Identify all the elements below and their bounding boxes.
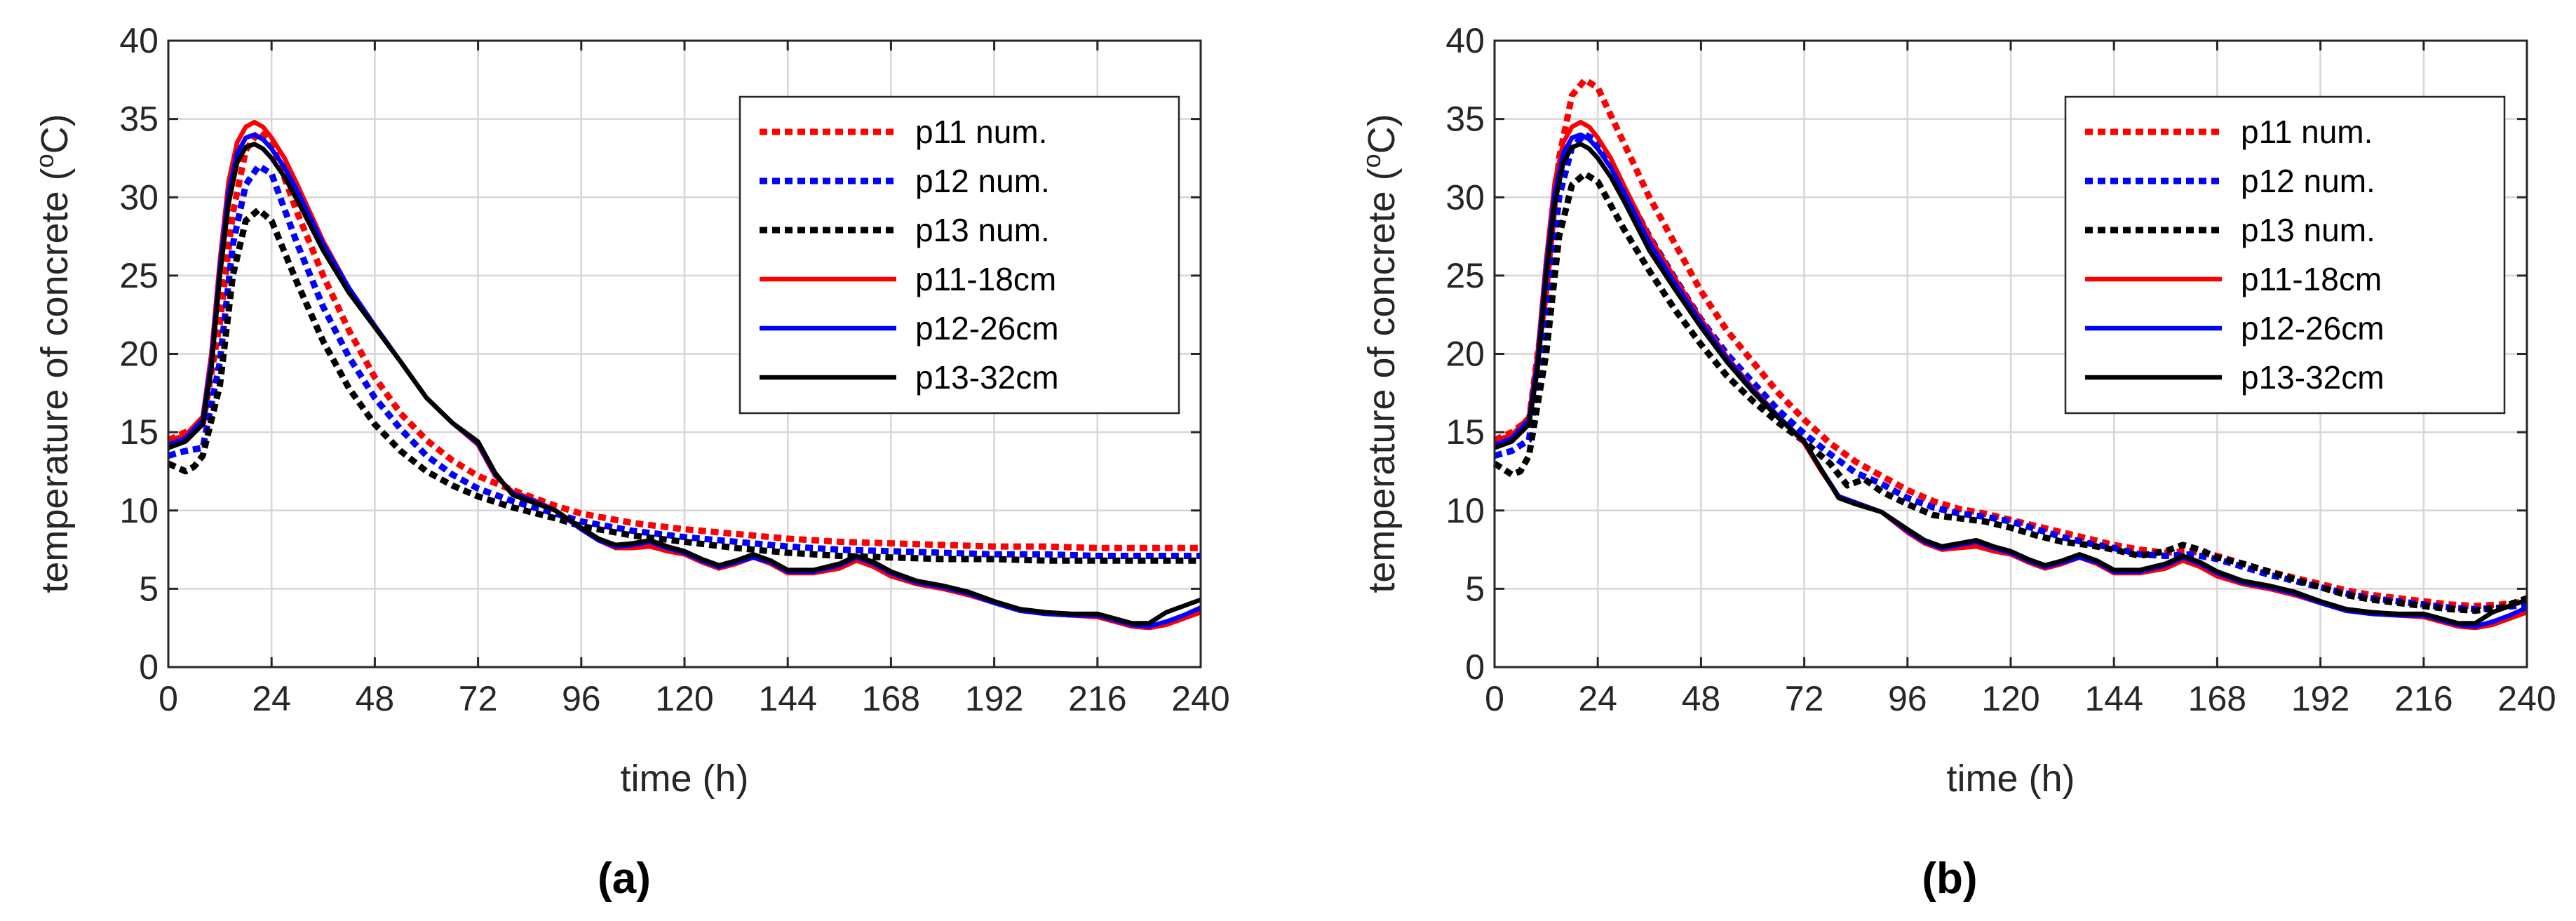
y-tick-label: 30 xyxy=(1445,177,1485,217)
x-tick-label: 144 xyxy=(758,679,816,718)
axis-ticks: 0 24 48 72 96 120 144 168 192 216 240 0 5 10 15 20 25 30 3… xyxy=(1445,21,2556,718)
series-line-p13-num- xyxy=(1492,170,2528,614)
y-tick-label: 0 xyxy=(139,647,159,687)
y-tick-label: 5 xyxy=(139,569,159,608)
legend-label: p12-26cm xyxy=(2241,310,2385,347)
x-tick-label: 168 xyxy=(862,679,920,718)
x-tick-label: 48 xyxy=(356,679,395,718)
legend-label: p13 num. xyxy=(2241,212,2375,248)
x-tick-label: 0 xyxy=(159,679,178,718)
x-tick-label: 120 xyxy=(655,679,713,718)
axis-ticks: 0 24 48 72 96 120 144 168 192 216 240 0 5 10 15 20 25 30 3… xyxy=(119,21,1229,718)
y-tick-label: 5 xyxy=(1465,569,1485,608)
y-tick-label: 20 xyxy=(119,335,159,374)
y-tick-label: 10 xyxy=(119,491,159,530)
series-layer xyxy=(167,119,1202,631)
panel-caption: (b) xyxy=(1922,854,1977,903)
series-line-p11-num- xyxy=(1493,76,2528,610)
y-axis-label-end: C) xyxy=(1361,114,1403,154)
x-tick-label: 120 xyxy=(1981,679,2039,718)
panel-b: 0 24 48 72 96 120 144 168 192 216 240 0 5 10 15 20 25 30 3… xyxy=(1357,21,2556,903)
x-tick-label: 240 xyxy=(2497,679,2556,718)
legend-entries: p11 num. p12 num. p13 num. p11-18cm p12-26cm… xyxy=(760,114,1059,396)
y-axis-label: temperature of concrete (oC) xyxy=(1357,114,1403,593)
x-tick-label: 24 xyxy=(252,679,291,718)
y-axis-label-end: C) xyxy=(34,114,76,154)
legend-entries: p11 num. p12 num. p13 num. p11-18cm p12-26cm… xyxy=(2085,114,2385,396)
x-tick-label: 216 xyxy=(1068,679,1126,718)
panel-caption: (a) xyxy=(598,854,651,903)
y-axis-label-main: temperature of concrete ( xyxy=(34,168,76,593)
x-tick-label: 192 xyxy=(2291,679,2349,718)
y-tick-label: 20 xyxy=(1445,335,1485,374)
y-tick-label: 40 xyxy=(1445,21,1485,60)
y-axis-label-degree: o xyxy=(30,154,59,168)
y-tick-label: 35 xyxy=(1445,100,1485,139)
y-tick-label: 10 xyxy=(1445,491,1485,530)
legend-label: p12-26cm xyxy=(915,310,1059,347)
x-tick-label: 240 xyxy=(1171,679,1229,718)
y-axis-label: temperature of concrete (oC) xyxy=(30,114,76,593)
x-tick-label: 96 xyxy=(1888,679,1927,718)
series-layer xyxy=(1492,76,2528,631)
x-tick-label: 168 xyxy=(2188,679,2246,718)
x-tick-label: 144 xyxy=(2084,679,2143,718)
y-tick-label: 25 xyxy=(1445,256,1485,295)
series-line-p13-32cm xyxy=(167,142,1202,626)
legend-label: p12 num. xyxy=(915,163,1050,199)
legend-label: p11 num. xyxy=(2241,114,2373,150)
legend-box xyxy=(739,95,1180,415)
legend-label: p13 num. xyxy=(915,212,1050,248)
y-axis-label-degree: o xyxy=(1357,154,1386,168)
x-tick-label: 48 xyxy=(1682,679,1721,718)
x-tick-label: 24 xyxy=(1578,679,1617,718)
y-tick-label: 25 xyxy=(119,256,159,295)
x-tick-label: 216 xyxy=(2394,679,2453,718)
series-line-p13-32cm xyxy=(1493,142,2528,626)
y-axis-label-main: temperature of concrete ( xyxy=(1361,168,1403,593)
series-line-p12-num- xyxy=(167,163,1201,559)
x-tick-label: 72 xyxy=(459,679,498,718)
y-tick-label: 0 xyxy=(1465,647,1485,687)
x-tick-label: 192 xyxy=(965,679,1023,718)
y-tick-label: 30 xyxy=(119,177,159,217)
legend-label: p12 num. xyxy=(2241,163,2375,199)
legend-label: p11-18cm xyxy=(915,261,1056,297)
x-tick-label: 72 xyxy=(1785,679,1824,718)
x-tick-label: 0 xyxy=(1485,679,1504,718)
y-tick-label: 15 xyxy=(119,412,159,452)
series-line-p11-num- xyxy=(167,128,1201,551)
legend: p11 num. p12 num. p13 num. p11-18cm p12-26cm… xyxy=(739,95,1180,415)
y-tick-label: 35 xyxy=(119,100,159,139)
legend-label: p13-32cm xyxy=(2241,359,2385,396)
legend: p11 num. p12 num. p13 num. p11-18cm p12-26cm… xyxy=(2064,95,2506,415)
legend-label: p11-18cm xyxy=(2241,261,2382,297)
x-axis-label: time (h) xyxy=(620,758,748,800)
y-tick-label: 40 xyxy=(119,21,159,60)
series-line-p13-num- xyxy=(167,206,1201,564)
x-axis-label: time (h) xyxy=(1946,758,2075,800)
legend-box xyxy=(2064,95,2506,415)
legend-label: p11 num. xyxy=(915,114,1047,150)
x-tick-label: 96 xyxy=(562,679,601,718)
legend-label: p13-32cm xyxy=(915,359,1059,396)
y-tick-label: 15 xyxy=(1445,412,1485,452)
panel-a: 0 24 48 72 96 120 144 168 192 216 240 0 5 10 15 20 25 30 3… xyxy=(30,21,1230,903)
